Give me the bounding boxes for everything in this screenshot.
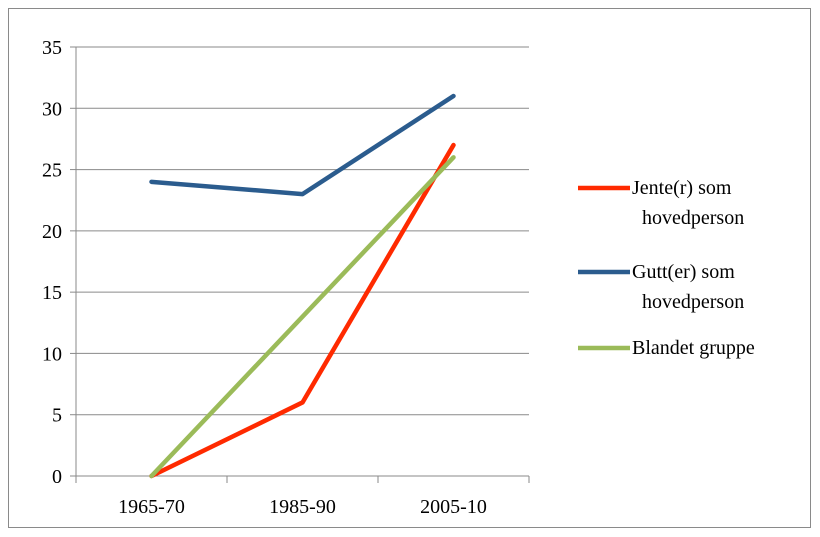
legend-entry: Blandet gruppe bbox=[578, 337, 755, 359]
legend-entry: Jente(r) som hovedperson bbox=[578, 177, 744, 229]
y-tick-label: 5 bbox=[52, 405, 62, 427]
legend-label: Blandet gruppe bbox=[632, 337, 755, 359]
series-line bbox=[149, 155, 456, 479]
axes bbox=[70, 46, 530, 483]
x-tick-label: 2005-10 bbox=[420, 496, 487, 518]
series-lines bbox=[149, 93, 456, 479]
gridlines bbox=[76, 46, 529, 416]
x-tick-label: 1985-90 bbox=[269, 496, 336, 518]
chart-frame bbox=[8, 8, 811, 528]
y-tick-labels: 0 5 10 15 20 25 30 35 bbox=[42, 37, 62, 488]
x-tick-label: 1965-70 bbox=[118, 496, 185, 518]
series-line bbox=[149, 93, 456, 197]
legend-label: Jente(r) som hovedperson bbox=[632, 177, 744, 229]
y-tick-label: 20 bbox=[42, 221, 62, 243]
legend: Jente(r) som hovedperson Gutt(er) som hoved… bbox=[578, 177, 755, 359]
series-line bbox=[149, 142, 456, 479]
y-tick-label: 15 bbox=[42, 282, 62, 304]
y-tick-label: 30 bbox=[42, 98, 62, 120]
y-tick-label: 0 bbox=[52, 466, 62, 488]
legend-entry: Gutt(er) som hovedperson bbox=[578, 261, 744, 313]
y-tick-label: 25 bbox=[42, 160, 62, 182]
x-tick-labels: 1965-70 1985-90 2005-10 bbox=[118, 496, 487, 518]
y-tick-label: 10 bbox=[42, 343, 62, 365]
y-tick-label: 35 bbox=[42, 37, 62, 59]
legend-label: Gutt(er) som hovedperson bbox=[632, 261, 744, 313]
